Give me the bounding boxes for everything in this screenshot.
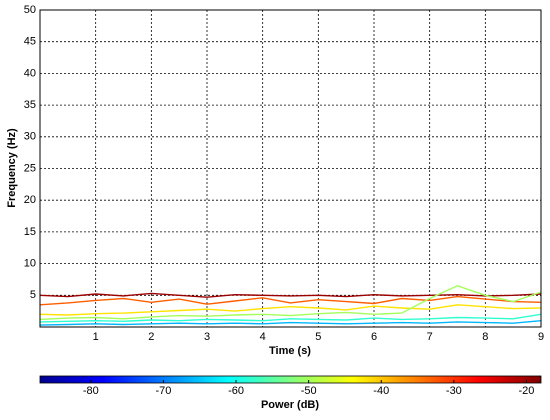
contour-line	[39, 295, 542, 306]
contour-line	[39, 285, 542, 321]
x-axis-label: Time (s)	[269, 345, 311, 357]
contour-line	[39, 304, 542, 316]
contour-line	[39, 320, 542, 326]
y-tick-label: 25	[24, 162, 36, 174]
colorbar-label: Power (dB)	[261, 399, 319, 411]
colorbar-tick-label: -20	[519, 385, 535, 397]
x-tick-label: 2	[148, 331, 154, 343]
colorbar-tick-label: -80	[83, 385, 99, 397]
y-tick-label: 10	[24, 258, 36, 270]
contour-line	[39, 292, 542, 298]
colorbar-tick-label: -70	[155, 385, 171, 397]
colorbar	[39, 375, 542, 384]
y-tick-label: 35	[24, 99, 36, 111]
x-tick-label: 9	[538, 331, 544, 343]
x-tick-label: 4	[260, 331, 266, 343]
x-tick-label: 5	[315, 331, 321, 343]
y-axis-label: Frequency (Hz)	[6, 128, 18, 208]
x-tick-label: 1	[93, 331, 99, 343]
x-tick-label: 3	[204, 331, 210, 343]
y-tick-label: 20	[24, 194, 36, 206]
y-tick-label: 50	[24, 4, 36, 16]
x-tick-label: 8	[482, 331, 488, 343]
y-tick-label: 15	[24, 226, 36, 238]
contour-line	[39, 313, 542, 323]
y-tick-label: 40	[24, 67, 36, 79]
colorbar-tick-label: -40	[373, 385, 389, 397]
plot-frame	[39, 9, 542, 328]
colorbar-tick-label: -50	[301, 385, 317, 397]
colorbar-tick-label: -60	[228, 385, 244, 397]
y-tick-label: 30	[24, 131, 36, 143]
x-tick-label: 6	[371, 331, 377, 343]
x-tick-label: 7	[427, 331, 433, 343]
y-tick-label: 45	[24, 36, 36, 48]
colorbar-tick-label: -30	[446, 385, 462, 397]
y-tick-label: 5	[30, 289, 36, 301]
